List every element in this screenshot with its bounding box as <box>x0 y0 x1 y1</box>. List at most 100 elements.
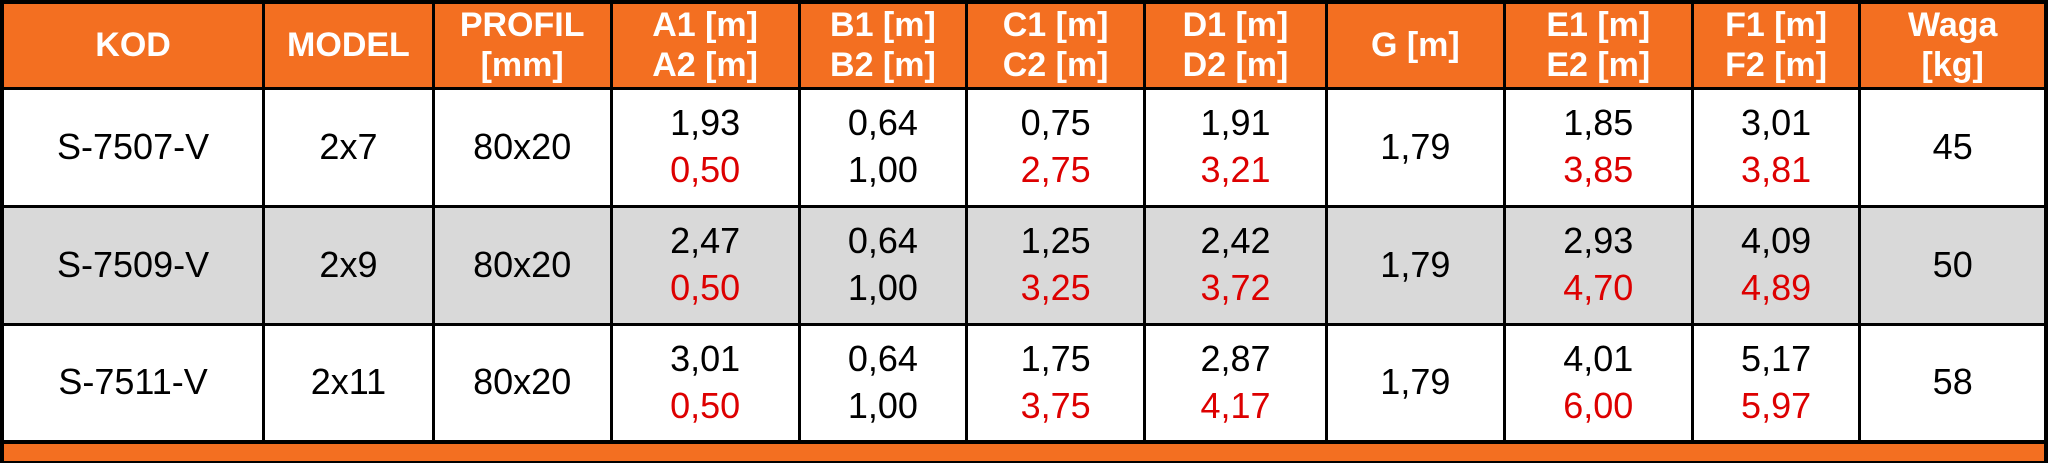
cell-waga: 45 <box>1858 86 2048 208</box>
cell-waga: 50 <box>1858 204 2048 326</box>
value-c2: 3,75 <box>1020 384 1091 426</box>
header-cell-f: F1 [m] F2 [m] <box>1690 0 1862 90</box>
value-b1: 0,64 <box>847 220 918 262</box>
cell-a: 3,01 0,50 <box>609 322 801 444</box>
header-cell-e: E1 [m] E2 [m] <box>1502 0 1694 90</box>
cell-e: 2,93 4,70 <box>1502 204 1694 326</box>
cell-kod: S-7507-V <box>0 86 266 208</box>
header-cell-g: G [m] <box>1324 0 1506 90</box>
header-cell-b: B1 [m] B2 [m] <box>797 0 969 90</box>
cell-f: 5,17 5,97 <box>1690 322 1862 444</box>
cell-d: 2,87 4,17 <box>1143 322 1328 444</box>
value-b2: 1,00 <box>847 149 918 190</box>
table-row: S-7507-V 2x7 80x20 1,93 0,50 0,64 1,00 0… <box>0 86 2048 208</box>
header-cell-kod: KOD <box>0 0 266 90</box>
header-label: [mm] <box>480 46 564 85</box>
table-row: S-7511-V 2x11 80x20 3,01 0,50 0,64 1,00 … <box>0 322 2048 444</box>
value-f1: 5,17 <box>1741 337 1812 379</box>
value-a2: 0,50 <box>670 384 741 426</box>
header-label: PROFIL <box>459 6 585 45</box>
value-f2: 3,81 <box>1741 149 1812 190</box>
header-label: KOD <box>95 26 171 65</box>
value-f2: 5,97 <box>1741 384 1812 426</box>
cell-model: 2x9 <box>262 204 435 326</box>
cell-g: 1,79 <box>1324 204 1506 326</box>
value-a2: 0,50 <box>670 149 741 190</box>
value-b1: 0,64 <box>847 102 918 144</box>
table-row: S-7509-V 2x9 80x20 2,47 0,50 0,64 1,00 1… <box>0 204 2048 326</box>
cell-e: 4,01 6,00 <box>1502 322 1694 444</box>
header-label: B1 [m] <box>830 6 936 45</box>
header-label: B2 [m] <box>830 46 936 85</box>
value-b2: 1,00 <box>847 267 918 308</box>
next-table-header-strip <box>0 444 2048 463</box>
cell-b: 0,64 1,00 <box>797 322 969 444</box>
value-d2: 4,17 <box>1200 384 1271 426</box>
header-cell-a: A1 [m] A2 [m] <box>609 0 801 90</box>
header-label: A2 [m] <box>652 46 758 85</box>
cell-profil: 80x20 <box>431 86 613 208</box>
cell-d: 2,42 3,72 <box>1143 204 1328 326</box>
value-e1: 1,85 <box>1563 102 1634 144</box>
value-a2: 0,50 <box>670 267 741 308</box>
cell-g: 1,79 <box>1324 322 1506 444</box>
cell-a: 1,93 0,50 <box>609 86 801 208</box>
cell-profil: 80x20 <box>431 204 613 326</box>
header-label: F1 [m] <box>1725 6 1828 45</box>
header-cell-waga: Waga [kg] <box>1858 0 2048 90</box>
header-label: D2 [m] <box>1182 46 1289 85</box>
value-f1: 3,01 <box>1741 102 1812 144</box>
value-a1: 3,01 <box>670 337 741 379</box>
value-e2: 3,85 <box>1563 149 1634 190</box>
cell-b: 0,64 1,00 <box>797 86 969 208</box>
header-label: D1 [m] <box>1182 6 1289 45</box>
cell-g: 1,79 <box>1324 86 1506 208</box>
cell-c: 1,75 3,75 <box>965 322 1147 444</box>
header-cell-c: C1 [m] C2 [m] <box>965 0 1147 90</box>
cell-kod: S-7511-V <box>0 322 266 444</box>
header-row: KOD MODEL PROFIL [mm] A1 [m] A2 [m] B1 [… <box>0 0 2048 90</box>
cell-d: 1,91 3,21 <box>1143 86 1328 208</box>
value-c1: 1,25 <box>1020 220 1091 262</box>
value-a1: 1,93 <box>670 102 741 144</box>
value-a1: 2,47 <box>670 220 741 262</box>
cell-e: 1,85 3,85 <box>1502 86 1694 208</box>
cell-f: 3,01 3,81 <box>1690 86 1862 208</box>
cell-b: 0,64 1,00 <box>797 204 969 326</box>
value-d1: 1,91 <box>1200 102 1271 144</box>
value-e1: 4,01 <box>1563 337 1634 379</box>
cell-waga: 58 <box>1858 322 2048 444</box>
header-label: E1 [m] <box>1546 6 1651 45</box>
value-f2: 4,89 <box>1741 267 1812 308</box>
value-b2: 1,00 <box>847 384 918 426</box>
header-cell-d: D1 [m] D2 [m] <box>1143 0 1328 90</box>
cell-c: 0,75 2,75 <box>965 86 1147 208</box>
header-label: C1 [m] <box>1002 6 1109 45</box>
value-c2: 3,25 <box>1020 267 1091 308</box>
value-c1: 1,75 <box>1020 337 1091 379</box>
value-e2: 6,00 <box>1563 384 1634 426</box>
header-label: A1 [m] <box>652 6 758 45</box>
cell-model: 2x11 <box>262 322 435 444</box>
value-d2: 3,72 <box>1200 267 1271 308</box>
cell-kod: S-7509-V <box>0 204 266 326</box>
cell-c: 1,25 3,25 <box>965 204 1147 326</box>
value-d2: 3,21 <box>1200 149 1271 190</box>
value-f1: 4,09 <box>1741 220 1812 262</box>
value-b1: 0,64 <box>847 337 918 379</box>
header-cell-profil: PROFIL [mm] <box>431 0 613 90</box>
header-label: MODEL <box>287 26 410 65</box>
cell-profil: 80x20 <box>431 322 613 444</box>
value-d1: 2,42 <box>1200 220 1271 262</box>
header-label: [kg] <box>1921 46 1984 85</box>
cell-model: 2x7 <box>262 86 435 208</box>
cell-a: 2,47 0,50 <box>609 204 801 326</box>
value-c2: 2,75 <box>1020 149 1091 190</box>
header-label: E2 [m] <box>1546 46 1651 85</box>
header-label: Waga <box>1907 6 1998 45</box>
value-d1: 2,87 <box>1200 337 1271 379</box>
header-label: C2 [m] <box>1002 46 1109 85</box>
spec-table: KOD MODEL PROFIL [mm] A1 [m] A2 [m] B1 [… <box>0 0 2048 444</box>
value-c1: 0,75 <box>1020 102 1091 144</box>
